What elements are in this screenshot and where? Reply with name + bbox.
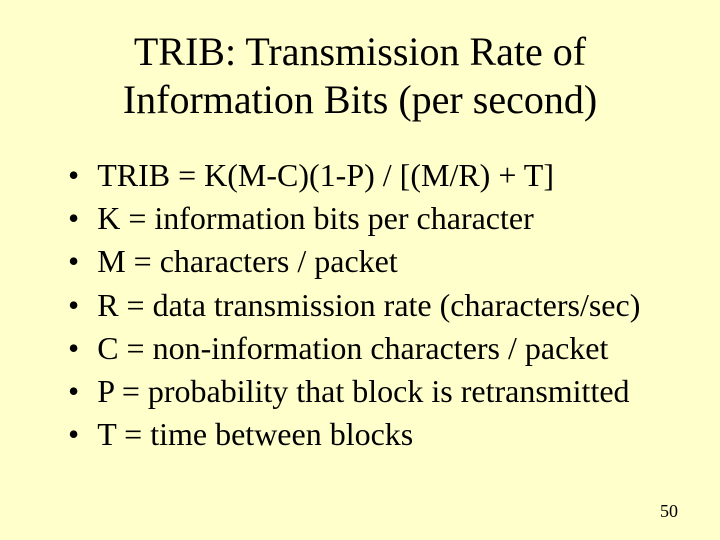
- list-item: • P = probability that block is retransm…: [68, 370, 670, 413]
- list-item: • TRIB = K(M-C)(1-P) / [(M/R) + T]: [68, 154, 670, 197]
- bullet-text: T = time between blocks: [97, 413, 670, 456]
- list-item: • K = information bits per character: [68, 197, 670, 240]
- slide-container: TRIB: Transmission Rate of Information B…: [0, 0, 720, 540]
- bullet-icon: •: [68, 197, 79, 240]
- bullet-icon: •: [68, 413, 79, 456]
- bullet-icon: •: [68, 370, 79, 413]
- bullet-icon: •: [68, 327, 79, 370]
- list-item: • R = data transmission rate (characters…: [68, 284, 670, 327]
- bullet-text: P = probability that block is retransmit…: [97, 370, 670, 413]
- bullet-text: C = non-information characters / packet: [97, 327, 670, 370]
- list-item: • T = time between blocks: [68, 413, 670, 456]
- list-item: • M = characters / packet: [68, 240, 670, 283]
- bullet-icon: •: [68, 154, 79, 197]
- slide-title: TRIB: Transmission Rate of Information B…: [50, 28, 670, 124]
- bullet-text: K = information bits per character: [97, 197, 670, 240]
- bullet-icon: •: [68, 284, 79, 327]
- bullet-text: R = data transmission rate (characters/s…: [97, 284, 670, 327]
- page-number: 50: [660, 501, 678, 522]
- bullet-text: M = characters / packet: [97, 240, 670, 283]
- bullet-icon: •: [68, 240, 79, 283]
- bullet-text: TRIB = K(M-C)(1-P) / [(M/R) + T]: [97, 154, 670, 197]
- list-item: • C = non-information characters / packe…: [68, 327, 670, 370]
- bullet-list: • TRIB = K(M-C)(1-P) / [(M/R) + T] • K =…: [50, 154, 670, 456]
